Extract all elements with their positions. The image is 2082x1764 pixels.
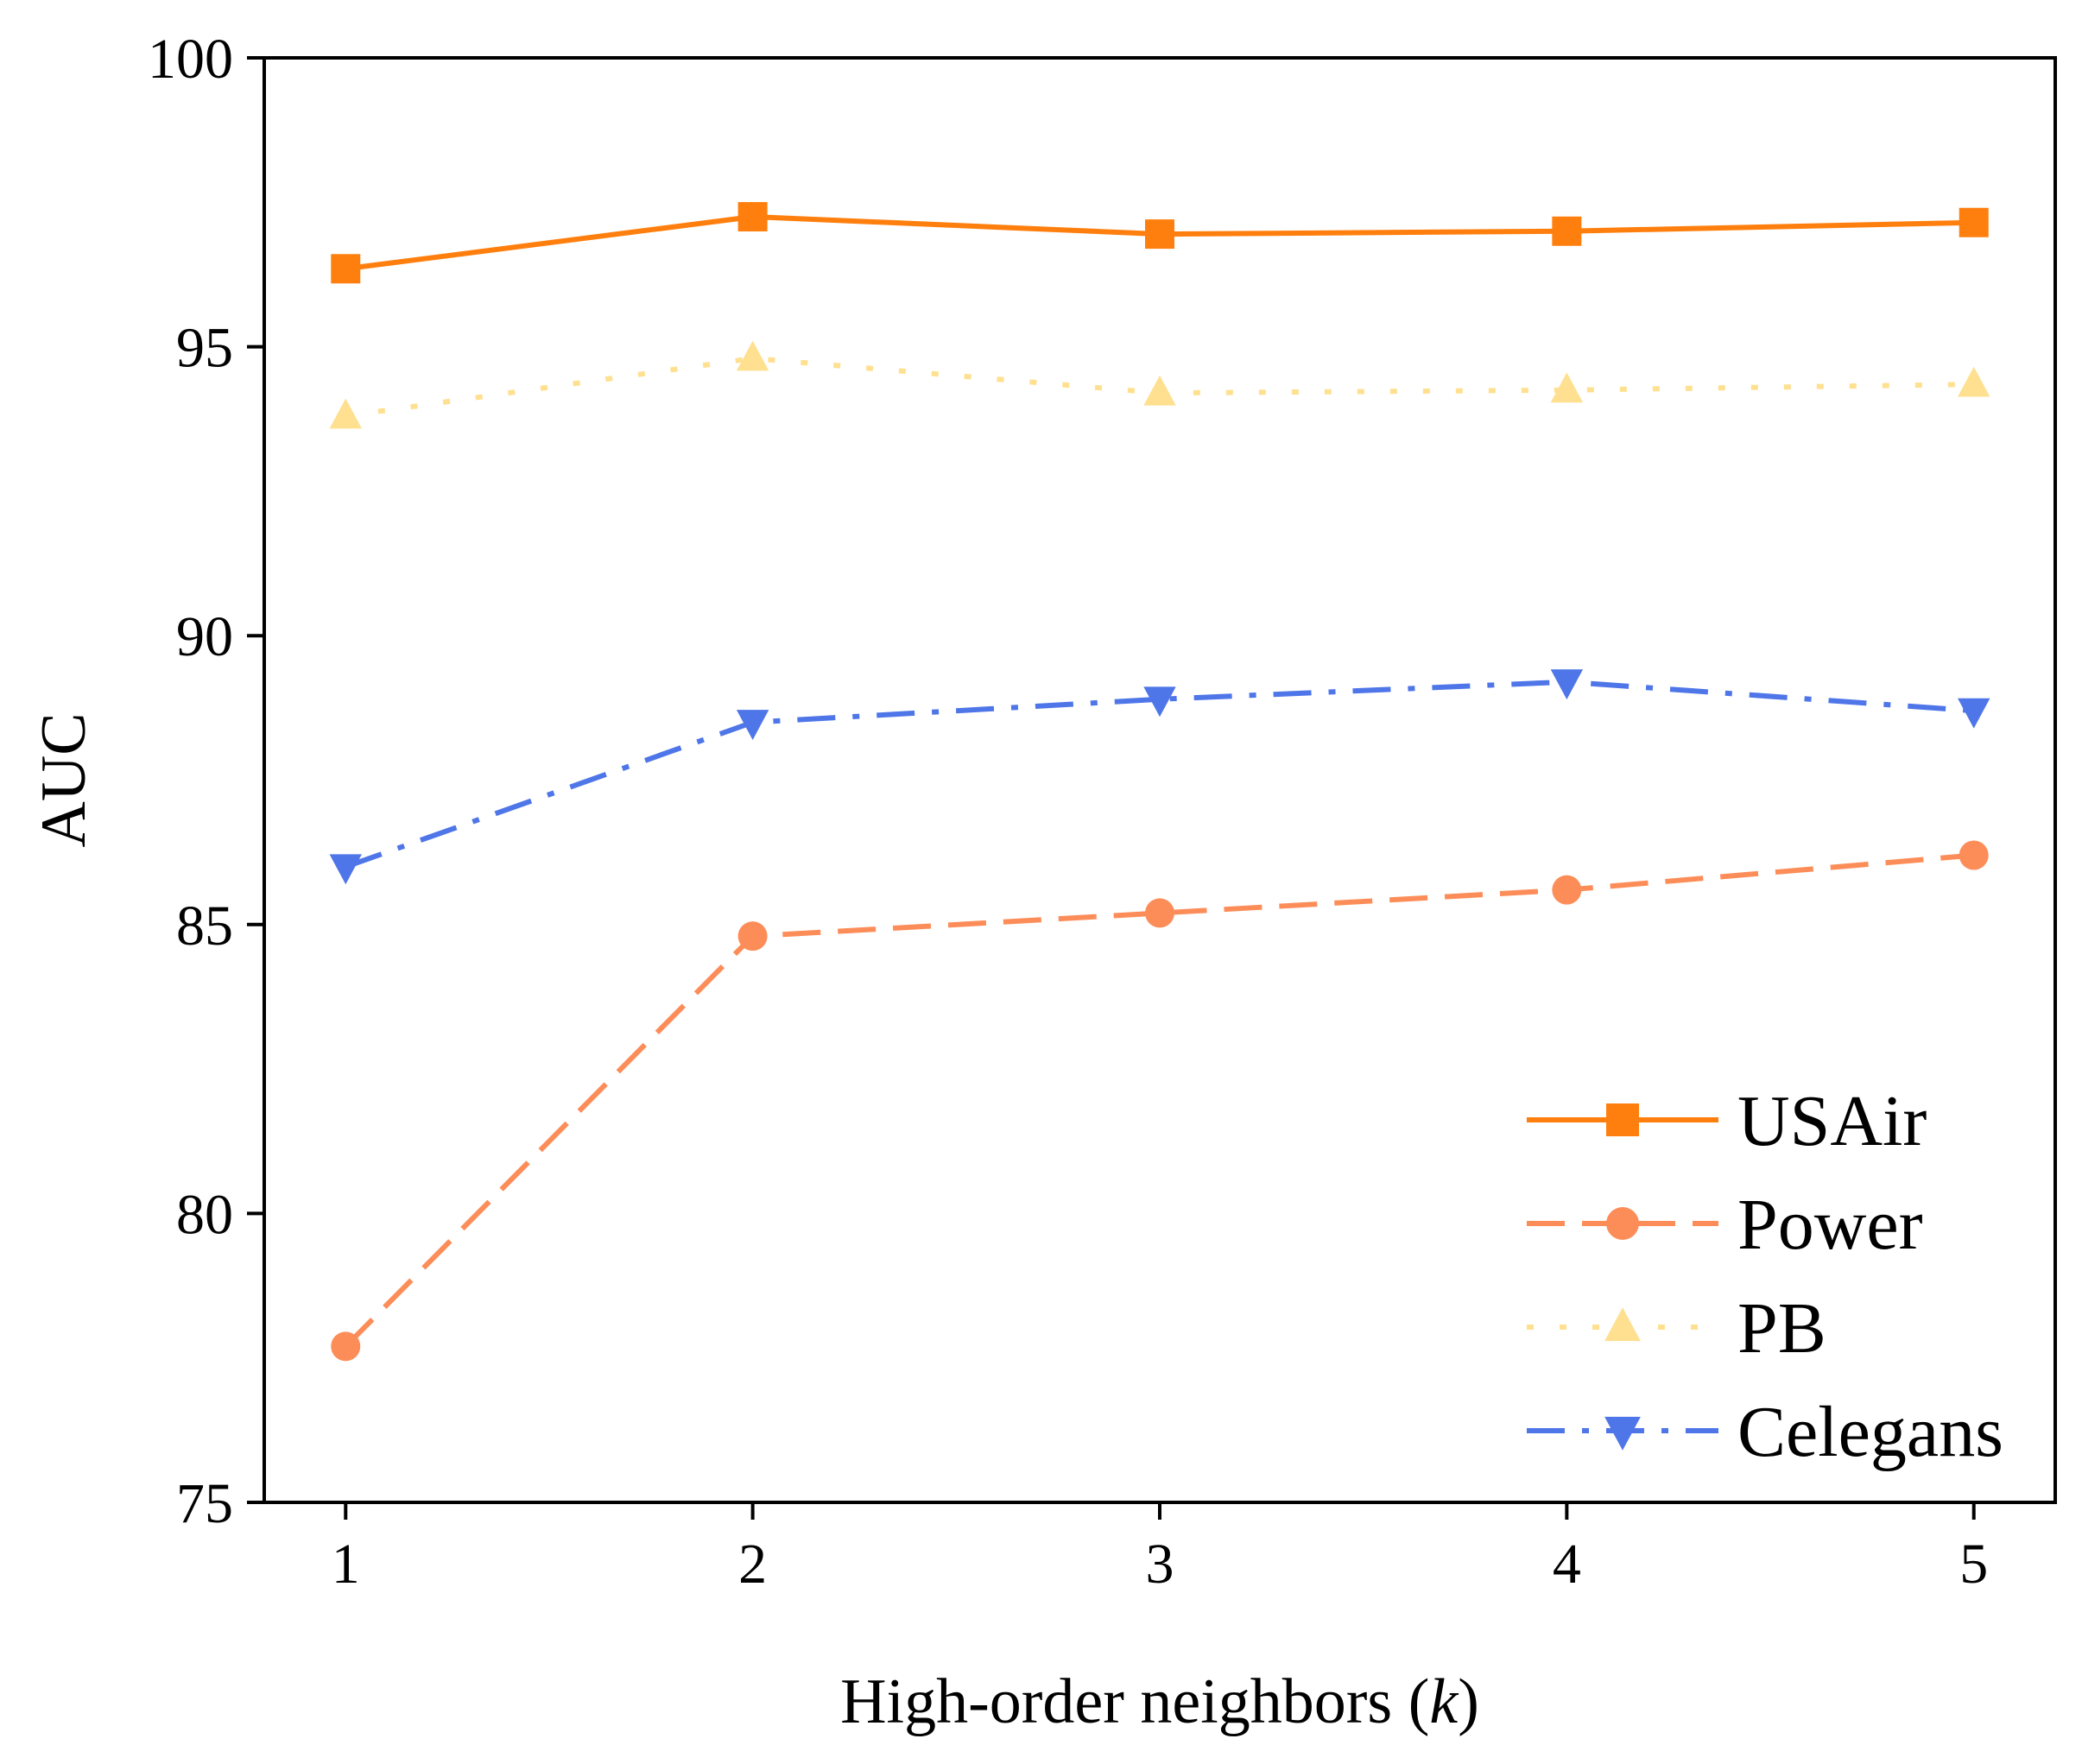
data-point (1959, 207, 1989, 237)
legend-marker (1604, 1416, 1641, 1451)
series-usair (331, 202, 1989, 284)
y-axis-title: AUC (28, 712, 99, 847)
series-layer (329, 202, 1990, 1362)
data-point (736, 340, 769, 371)
series-celegans (329, 669, 1990, 885)
x-axis-title-italic: k (1429, 1666, 1459, 1737)
y-tick-label: 100 (148, 28, 233, 91)
x-axis-title-prefix: High-order neighbors ( (840, 1666, 1429, 1737)
y-tick-label: 80 (176, 1183, 233, 1246)
legend-marker (1606, 1207, 1639, 1240)
series-pb (329, 340, 1990, 429)
y-tick-label: 90 (176, 605, 233, 668)
data-point (737, 202, 768, 232)
x-axis-title-suffix: ) (1458, 1666, 1479, 1737)
y-tick-label: 75 (176, 1472, 233, 1535)
data-point (1143, 375, 1176, 406)
legend: USAir Power PB Celegans (1527, 1081, 2003, 1472)
y-tick-label: 85 (176, 895, 233, 958)
series-line (345, 679, 1974, 869)
ticks-layer: 75 80 85 90 95 100 1 2 3 4 5 (148, 28, 1988, 1596)
legend-entry: Celegans (1527, 1392, 2003, 1472)
data-point (1959, 840, 1989, 870)
data-point (1552, 875, 1582, 905)
legend-marker (1604, 1307, 1641, 1342)
series-line (344, 852, 1974, 1349)
data-point (736, 710, 769, 740)
x-tick-label: 5 (1959, 1533, 1988, 1596)
legend-marker (1606, 1103, 1639, 1136)
data-point (329, 854, 362, 885)
legend-entry: Power (1527, 1185, 1923, 1265)
data-point (1143, 686, 1176, 718)
legend-label: USAir (1737, 1081, 1927, 1161)
data-point (1145, 219, 1174, 250)
data-point (737, 921, 768, 952)
y-tick-label: 95 (176, 317, 233, 380)
data-point (1958, 698, 1990, 729)
data-point (329, 398, 362, 429)
legend-label: PB (1737, 1288, 1826, 1369)
data-point (1552, 216, 1582, 246)
data-point (1145, 898, 1174, 928)
legend-label: Celegans (1737, 1392, 2003, 1472)
series-power (331, 840, 1989, 1362)
legend-entry: PB (1527, 1288, 1826, 1369)
legend-label: Power (1737, 1185, 1923, 1265)
x-tick-label: 3 (1146, 1533, 1174, 1596)
data-point (331, 254, 361, 284)
data-point (1550, 669, 1584, 700)
data-point (1958, 366, 1990, 397)
data-point (331, 1331, 361, 1362)
legend-entry: USAir (1527, 1081, 1927, 1161)
x-axis-title: High-order neighbors (k) (840, 1666, 1479, 1737)
data-point (1550, 372, 1584, 403)
x-tick-label: 1 (332, 1533, 360, 1596)
x-tick-label: 4 (1553, 1533, 1581, 1596)
x-tick-label: 2 (738, 1533, 767, 1596)
